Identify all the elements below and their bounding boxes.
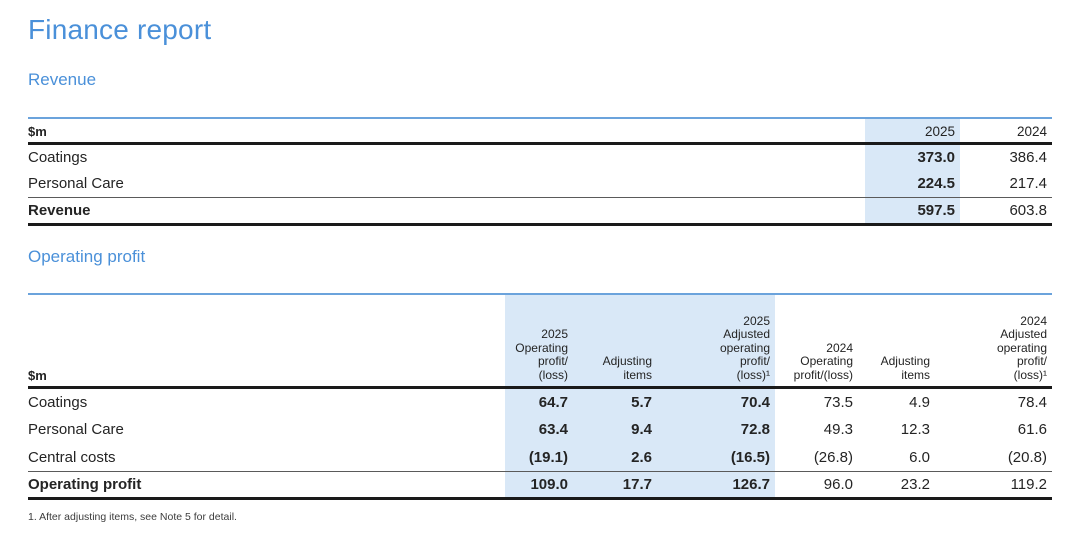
section-title-operating-profit: Operating profit	[28, 246, 146, 266]
revenue-column-2025: 2025	[865, 117, 960, 145]
row-label: Personal Care	[28, 174, 124, 192]
value-2025: 224.5	[865, 170, 960, 197]
total-label: Revenue	[28, 196, 865, 226]
value-cell: 63.4	[505, 415, 573, 444]
table-row: Coatings 373.0 386.4	[28, 143, 1052, 170]
value-2024: 386.4	[1009, 148, 1047, 166]
value-cell: 72.8	[657, 415, 775, 444]
value-cell: 70.4	[657, 387, 775, 416]
operating-profit-total-row: Operating profit 109.0 17.7 126.7 96.0 2…	[28, 471, 1052, 500]
row-label: Personal Care	[28, 421, 124, 438]
total-value-cell: 119.2	[935, 471, 1052, 500]
value-cell: 49.3	[823, 421, 853, 438]
column-2025-operating-profit-loss: 2025 Operating profit/ (loss)	[505, 292, 573, 389]
column-2024-operating-profit-loss: 2024 Operating profit/(loss)	[775, 292, 858, 389]
value-cell: 78.4	[1017, 393, 1047, 411]
row-label: Coatings	[28, 148, 88, 166]
total-value-cell: 23.2	[858, 471, 935, 500]
total-value-cell: 126.7	[657, 471, 775, 500]
revenue-unit-label: $m	[28, 117, 865, 145]
table-row: Personal Care 224.5 217.4	[28, 170, 1052, 197]
value-cell: 64.7	[505, 387, 573, 416]
column-2025-adjusted-operating-profit-loss: 2025 Adjusted operating profit/ (loss)¹	[657, 292, 775, 389]
total-value-2025: 597.5	[865, 196, 960, 226]
table-row: Personal Care 63.4 9.4 72.8 49.3 12.3 61…	[28, 415, 1052, 444]
operating-profit-unit-label: $m	[28, 292, 505, 389]
section-title-revenue: Revenue	[28, 70, 97, 89]
total-value-cell: 17.7	[573, 471, 657, 500]
footnote: 1. After adjusting items, see Note 5 for…	[28, 511, 237, 523]
value-cell: 12.3	[900, 421, 930, 438]
operating-profit-header-row: $m 2025 Operating profit/ (loss) Adjusti…	[28, 292, 1052, 389]
row-label: Central costs	[28, 448, 116, 466]
revenue-total-row: Revenue 597.5 603.8	[28, 196, 1052, 226]
value-cell: 4.9	[909, 393, 930, 411]
column-2025-adjusting-items: Adjusting items	[573, 292, 657, 389]
value-cell: 61.6	[1017, 421, 1047, 438]
total-value-cell: 109.0	[505, 471, 573, 500]
operating-profit-table: $m 2025 Operating profit/ (loss) Adjusti…	[28, 292, 1052, 500]
value-cell: 2.6	[573, 443, 657, 472]
column-2024-adjusting-items: Adjusting items	[858, 292, 935, 389]
value-cell: 6.0	[909, 448, 930, 466]
table-row: Coatings 64.7 5.7 70.4 73.5 4.9 78.4	[28, 387, 1052, 416]
revenue-column-2024: 2024	[960, 117, 1052, 145]
value-2024: 217.4	[1009, 174, 1047, 192]
value-2025: 373.0	[865, 143, 960, 170]
table-row: Central costs (19.1) 2.6 (16.5) (26.8) 6…	[28, 443, 1052, 472]
column-2024-adjusted-operating-profit-loss: 2024 Adjusted operating profit/ (loss)¹	[935, 292, 1052, 389]
page-title: Finance report	[28, 14, 212, 45]
value-cell: 9.4	[573, 415, 657, 444]
total-value-2024: 603.8	[960, 196, 1052, 226]
revenue-header-row: $m 2025 2024	[28, 117, 1052, 145]
revenue-table: $m 2025 2024 Coatings 373.0 386.4 Person…	[28, 117, 1052, 226]
row-label: Coatings	[28, 393, 88, 411]
value-cell: 73.5	[823, 393, 853, 411]
value-cell: (16.5)	[657, 443, 775, 472]
value-cell: 5.7	[573, 387, 657, 416]
total-value-cell: 96.0	[775, 471, 858, 500]
value-cell: (26.8)	[813, 448, 853, 466]
total-label: Operating profit	[28, 471, 505, 500]
value-cell: (19.1)	[505, 443, 573, 472]
value-cell: (20.8)	[1007, 448, 1047, 466]
